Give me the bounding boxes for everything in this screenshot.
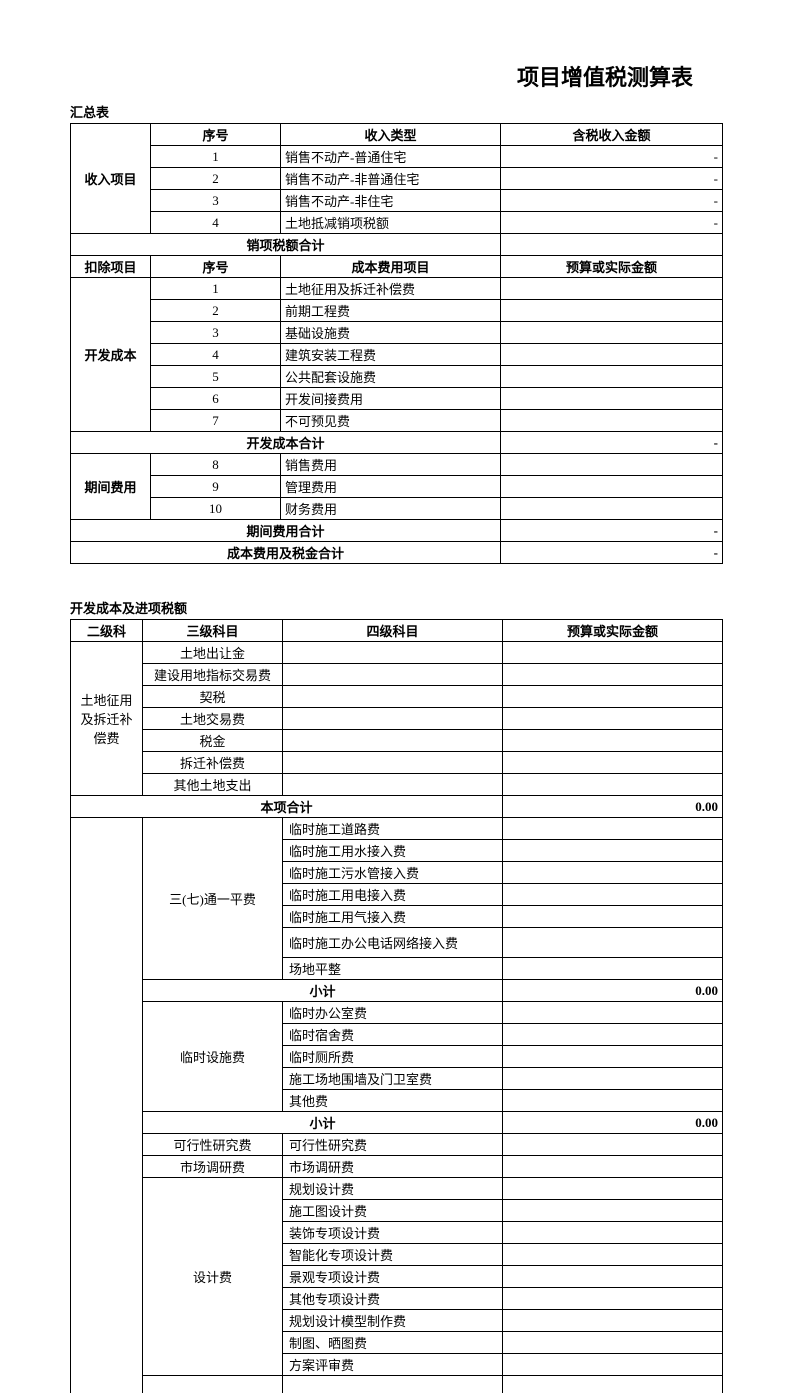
table-row: 税金 — [71, 730, 723, 752]
g4-c3: 可行性研究费 — [143, 1134, 283, 1156]
subtotal-label: 开发成本合计 — [71, 432, 501, 454]
col-header: 含税收入金额 — [501, 124, 723, 146]
table-row: 1销售不动产-普通住宅- — [71, 146, 723, 168]
period-section-label: 期间费用 — [71, 454, 151, 520]
table-row: 3基础设施费 — [71, 322, 723, 344]
table-row: 9管理费用 — [71, 476, 723, 498]
table-row: 7不可预见费 — [71, 410, 723, 432]
dev-section-label: 开发成本 — [71, 278, 151, 432]
table-row: 设计费规划设计费 — [71, 1178, 723, 1200]
subtotal-label: 期间费用合计 — [71, 520, 501, 542]
table-row: 三(七)通一平费 临时施工道路费 — [71, 818, 723, 840]
summary-section-label: 汇总表 — [70, 102, 723, 121]
g1-label: 土地征用及拆迁补偿费 — [71, 642, 143, 796]
table-row: 契税 — [71, 686, 723, 708]
table-row: 成本费用及税金合计- — [71, 542, 723, 564]
summary-table: 收入项目 序号 收入类型 含税收入金额 1销售不动产-普通住宅- 2销售不动产-… — [70, 123, 723, 564]
table-row: 开发成本合计- — [71, 432, 723, 454]
g6-c3: 设计费 — [143, 1178, 283, 1376]
col-header: 二级科 — [71, 620, 143, 642]
table-row: 土地交易费 — [71, 708, 723, 730]
subtotal-label: 小计 — [143, 1112, 503, 1134]
table-row: 拆迁补偿费 — [71, 752, 723, 774]
table-row: 期间费用8销售费用 — [71, 454, 723, 476]
table-row: 期间费用合计- — [71, 520, 723, 542]
table-row: 2前期工程费 — [71, 300, 723, 322]
subtotal-label: 本项合计 — [71, 796, 503, 818]
col-header: 成本费用项目 — [281, 256, 501, 278]
g3-c3: 临时设施费 — [143, 1002, 283, 1112]
table-row: 小计0.00 — [71, 980, 723, 1002]
col-header: 预算或实际金额 — [501, 256, 723, 278]
table-row: 销项税额合计 — [71, 234, 723, 256]
g5-c3: 市场调研费 — [143, 1156, 283, 1178]
table-row: 扣除项目 序号 成本费用项目 预算或实际金额 — [71, 256, 723, 278]
table-row: 收入项目 序号 收入类型 含税收入金额 — [71, 124, 723, 146]
table-row: 建设用地指标交易费 — [71, 664, 723, 686]
table-row: 本项合计0.00 — [71, 796, 723, 818]
total-label: 成本费用及税金合计 — [71, 542, 501, 564]
table-row: 3销售不动产-非住宅- — [71, 190, 723, 212]
table-row: 6开发间接费用 — [71, 388, 723, 410]
table-row: 小计0.00 — [71, 1112, 723, 1134]
table-row: 土地征用及拆迁补偿费土地出让金 — [71, 642, 723, 664]
table-row: 市场调研费市场调研费 — [71, 1156, 723, 1178]
table-row — [71, 1376, 723, 1393]
income-section-label: 收入项目 — [71, 124, 151, 234]
detail-section-label: 开发成本及进项税额 — [70, 598, 723, 617]
table-row: 5公共配套设施费 — [71, 366, 723, 388]
subtotal-label: 销项税额合计 — [71, 234, 501, 256]
table-row: 4土地抵减销项税额- — [71, 212, 723, 234]
table-row: 10财务费用 — [71, 498, 723, 520]
col-header: 序号 — [151, 256, 281, 278]
deduct-section-label: 扣除项目 — [71, 256, 151, 278]
table-row: 临时设施费临时办公室费 — [71, 1002, 723, 1024]
table-row: 2销售不动产-非普通住宅- — [71, 168, 723, 190]
col-header: 收入类型 — [281, 124, 501, 146]
subtotal-label: 小计 — [143, 980, 503, 1002]
detail-table: 二级科 三级科目 四级科目 预算或实际金额 土地征用及拆迁补偿费土地出让金 建设… — [70, 619, 723, 1393]
col-header: 四级科目 — [283, 620, 503, 642]
table-row: 二级科 三级科目 四级科目 预算或实际金额 — [71, 620, 723, 642]
page-title: 项目增值税测算表 — [70, 60, 723, 92]
table-row: 开发成本1土地征用及拆迁补偿费 — [71, 278, 723, 300]
col-header: 序号 — [151, 124, 281, 146]
table-row: 4建筑安装工程费 — [71, 344, 723, 366]
col-header: 三级科目 — [143, 620, 283, 642]
g2-c3: 三(七)通一平费 — [143, 818, 283, 980]
table-row: 可行性研究费可行性研究费 — [71, 1134, 723, 1156]
table-row: 其他土地支出 — [71, 774, 723, 796]
g-open-label — [71, 818, 143, 1393]
col-header: 预算或实际金额 — [503, 620, 723, 642]
